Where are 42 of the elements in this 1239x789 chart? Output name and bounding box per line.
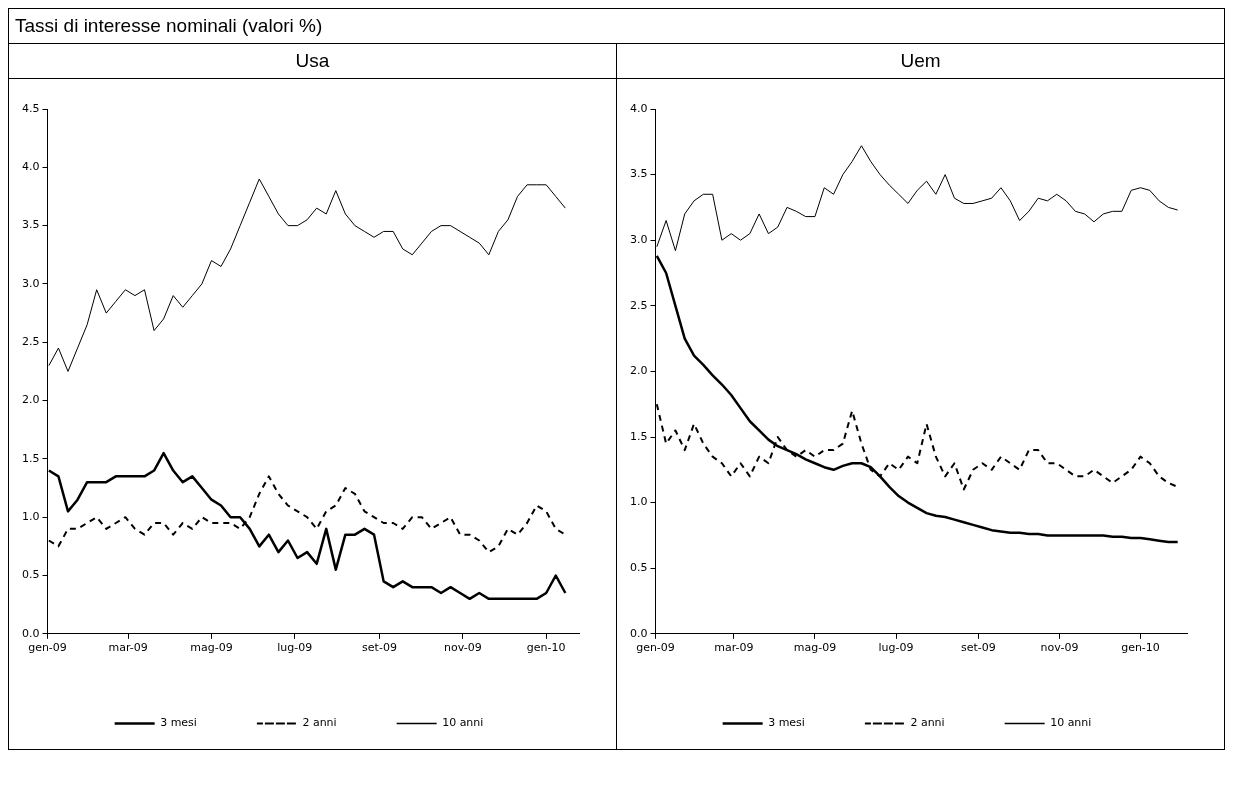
legend-label: 10 anni bbox=[442, 716, 484, 730]
y-tick-label: 3.0 bbox=[21, 276, 40, 290]
y-tick-label: 0.5 bbox=[21, 568, 40, 582]
legend-label: 2 anni bbox=[302, 716, 337, 730]
x-tick-label: mag-09 bbox=[793, 641, 837, 655]
x-tick-label: lug-09 bbox=[277, 641, 313, 655]
y-tick-label: 4.0 bbox=[629, 101, 648, 115]
y-tick-label: 3.5 bbox=[629, 167, 648, 181]
chart-title: Usa bbox=[9, 44, 616, 79]
legend-label: 3 mesi bbox=[768, 716, 805, 730]
x-tick-label: gen-09 bbox=[28, 641, 67, 655]
x-tick-label: lug-09 bbox=[878, 641, 914, 655]
y-tick-label: 0.0 bbox=[21, 626, 40, 640]
x-tick-label: mag-09 bbox=[190, 641, 233, 655]
legend-label: 3 mesi bbox=[160, 716, 197, 730]
x-tick-label: gen-10 bbox=[1121, 641, 1160, 655]
x-tick-label: mar-09 bbox=[108, 641, 148, 655]
y-tick-label: 0.5 bbox=[629, 561, 648, 575]
x-tick-label: gen-10 bbox=[526, 641, 566, 655]
y-tick-label: 4.0 bbox=[21, 160, 40, 174]
y-tick-label: 2.0 bbox=[21, 393, 40, 407]
y-tick-label: 1.0 bbox=[629, 495, 648, 509]
y-tick-label: 1.5 bbox=[629, 429, 648, 443]
y-tick-label: 0.0 bbox=[629, 626, 648, 640]
y-tick-label: 3.5 bbox=[21, 218, 40, 232]
legend-label: 2 anni bbox=[910, 716, 945, 730]
y-tick-label: 4.5 bbox=[21, 101, 40, 115]
x-tick-label: nov-09 bbox=[443, 641, 482, 655]
y-tick-label: 2.5 bbox=[21, 335, 40, 349]
y-tick-label: 1.0 bbox=[21, 510, 40, 524]
x-tick-label: set-09 bbox=[960, 641, 996, 655]
x-tick-label: gen-09 bbox=[636, 641, 675, 655]
y-tick-label: 2.5 bbox=[629, 298, 648, 312]
x-tick-label: mar-09 bbox=[714, 641, 754, 655]
legend-label: 10 anni bbox=[1050, 716, 1092, 730]
y-tick-label: 3.0 bbox=[629, 233, 648, 247]
chart-title: Uem bbox=[617, 44, 1224, 79]
y-tick-label: 2.0 bbox=[629, 364, 648, 378]
x-tick-label: nov-09 bbox=[1040, 641, 1079, 655]
text: Tassi di interesse nominali (valori %) bbox=[9, 9, 1224, 44]
y-tick-label: 1.5 bbox=[21, 451, 40, 465]
x-tick-label: set-09 bbox=[362, 641, 397, 655]
